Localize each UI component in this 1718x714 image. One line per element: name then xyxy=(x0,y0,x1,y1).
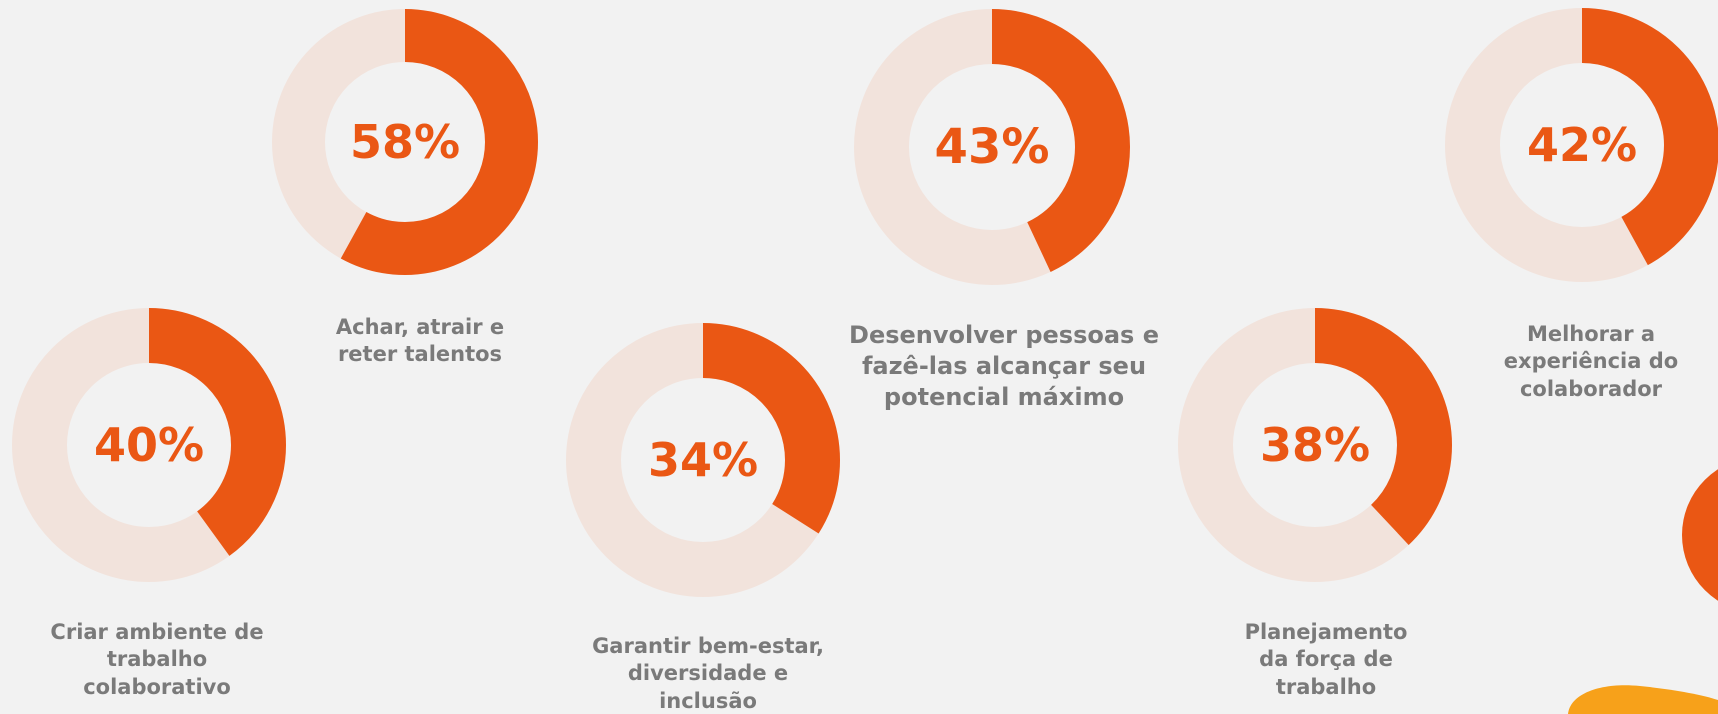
caption-line: Garantir bem-estar, xyxy=(592,634,824,658)
caption-2: Desenvolver pessoas e fazê-las alcançar … xyxy=(839,320,1169,414)
decor-shape xyxy=(1682,469,1718,601)
decor-shape xyxy=(1568,685,1718,714)
caption-line: trabalho xyxy=(106,647,208,672)
caption-line: Melhorar a xyxy=(1526,322,1656,346)
percent-label: 40% xyxy=(94,418,204,472)
decorative-orange-circle xyxy=(1682,469,1718,601)
donut-chart-6: 38% xyxy=(1178,308,1452,582)
caption-line: Criar ambiente de xyxy=(50,620,264,644)
donut-chart-4: 40% xyxy=(12,308,286,582)
percent-label: 43% xyxy=(935,119,1050,175)
caption-line: reter talentos xyxy=(337,342,503,367)
caption-line: da força de xyxy=(1259,647,1393,672)
caption-line: Planejamento xyxy=(1244,620,1408,644)
caption-line: Achar, atrair e xyxy=(335,315,505,339)
caption-6: Planejamento da força de trabalho xyxy=(1216,619,1436,701)
caption-line: fazê-las alcançar seu xyxy=(861,352,1147,381)
caption-line: inclusão xyxy=(659,688,757,713)
donut-value-arc xyxy=(1178,308,1452,582)
donut-value-arc xyxy=(566,323,840,597)
donut-value-arc xyxy=(12,308,286,582)
caption-line: trabalho xyxy=(1275,674,1377,699)
percent-label: 58% xyxy=(350,115,460,169)
donut-value-arc xyxy=(1445,8,1718,282)
caption-4: Criar ambiente de trabalho colaborativo xyxy=(37,619,277,701)
donut-chart-5: 34% xyxy=(566,323,840,597)
percent-label: 34% xyxy=(648,433,758,487)
caption-line: colaborativo xyxy=(83,674,231,699)
percent-label: 42% xyxy=(1527,118,1637,172)
percent-label: 38% xyxy=(1260,418,1370,472)
caption-line: experiência do xyxy=(1503,349,1679,374)
caption-3: Melhorar a experiência do colaborador xyxy=(1471,321,1711,403)
donut-chart-1: 58% xyxy=(272,9,538,275)
caption-line: diversidade e xyxy=(627,661,789,686)
caption-5: Garantir bem-estar, diversidade e inclus… xyxy=(578,633,838,714)
caption-line: Desenvolver pessoas e xyxy=(849,321,1159,349)
donut-value-arc xyxy=(854,9,1130,285)
donut-chart-3: 42% xyxy=(1445,8,1718,282)
donut-chart-2: 43% xyxy=(854,9,1130,285)
caption-line: potencial máximo xyxy=(883,383,1125,412)
caption-1: Achar, atrair e reter talentos xyxy=(290,314,550,369)
caption-line: colaborador xyxy=(1519,376,1663,401)
decorative-yellow-blob xyxy=(1568,685,1718,714)
donut-value-arc xyxy=(272,9,538,275)
